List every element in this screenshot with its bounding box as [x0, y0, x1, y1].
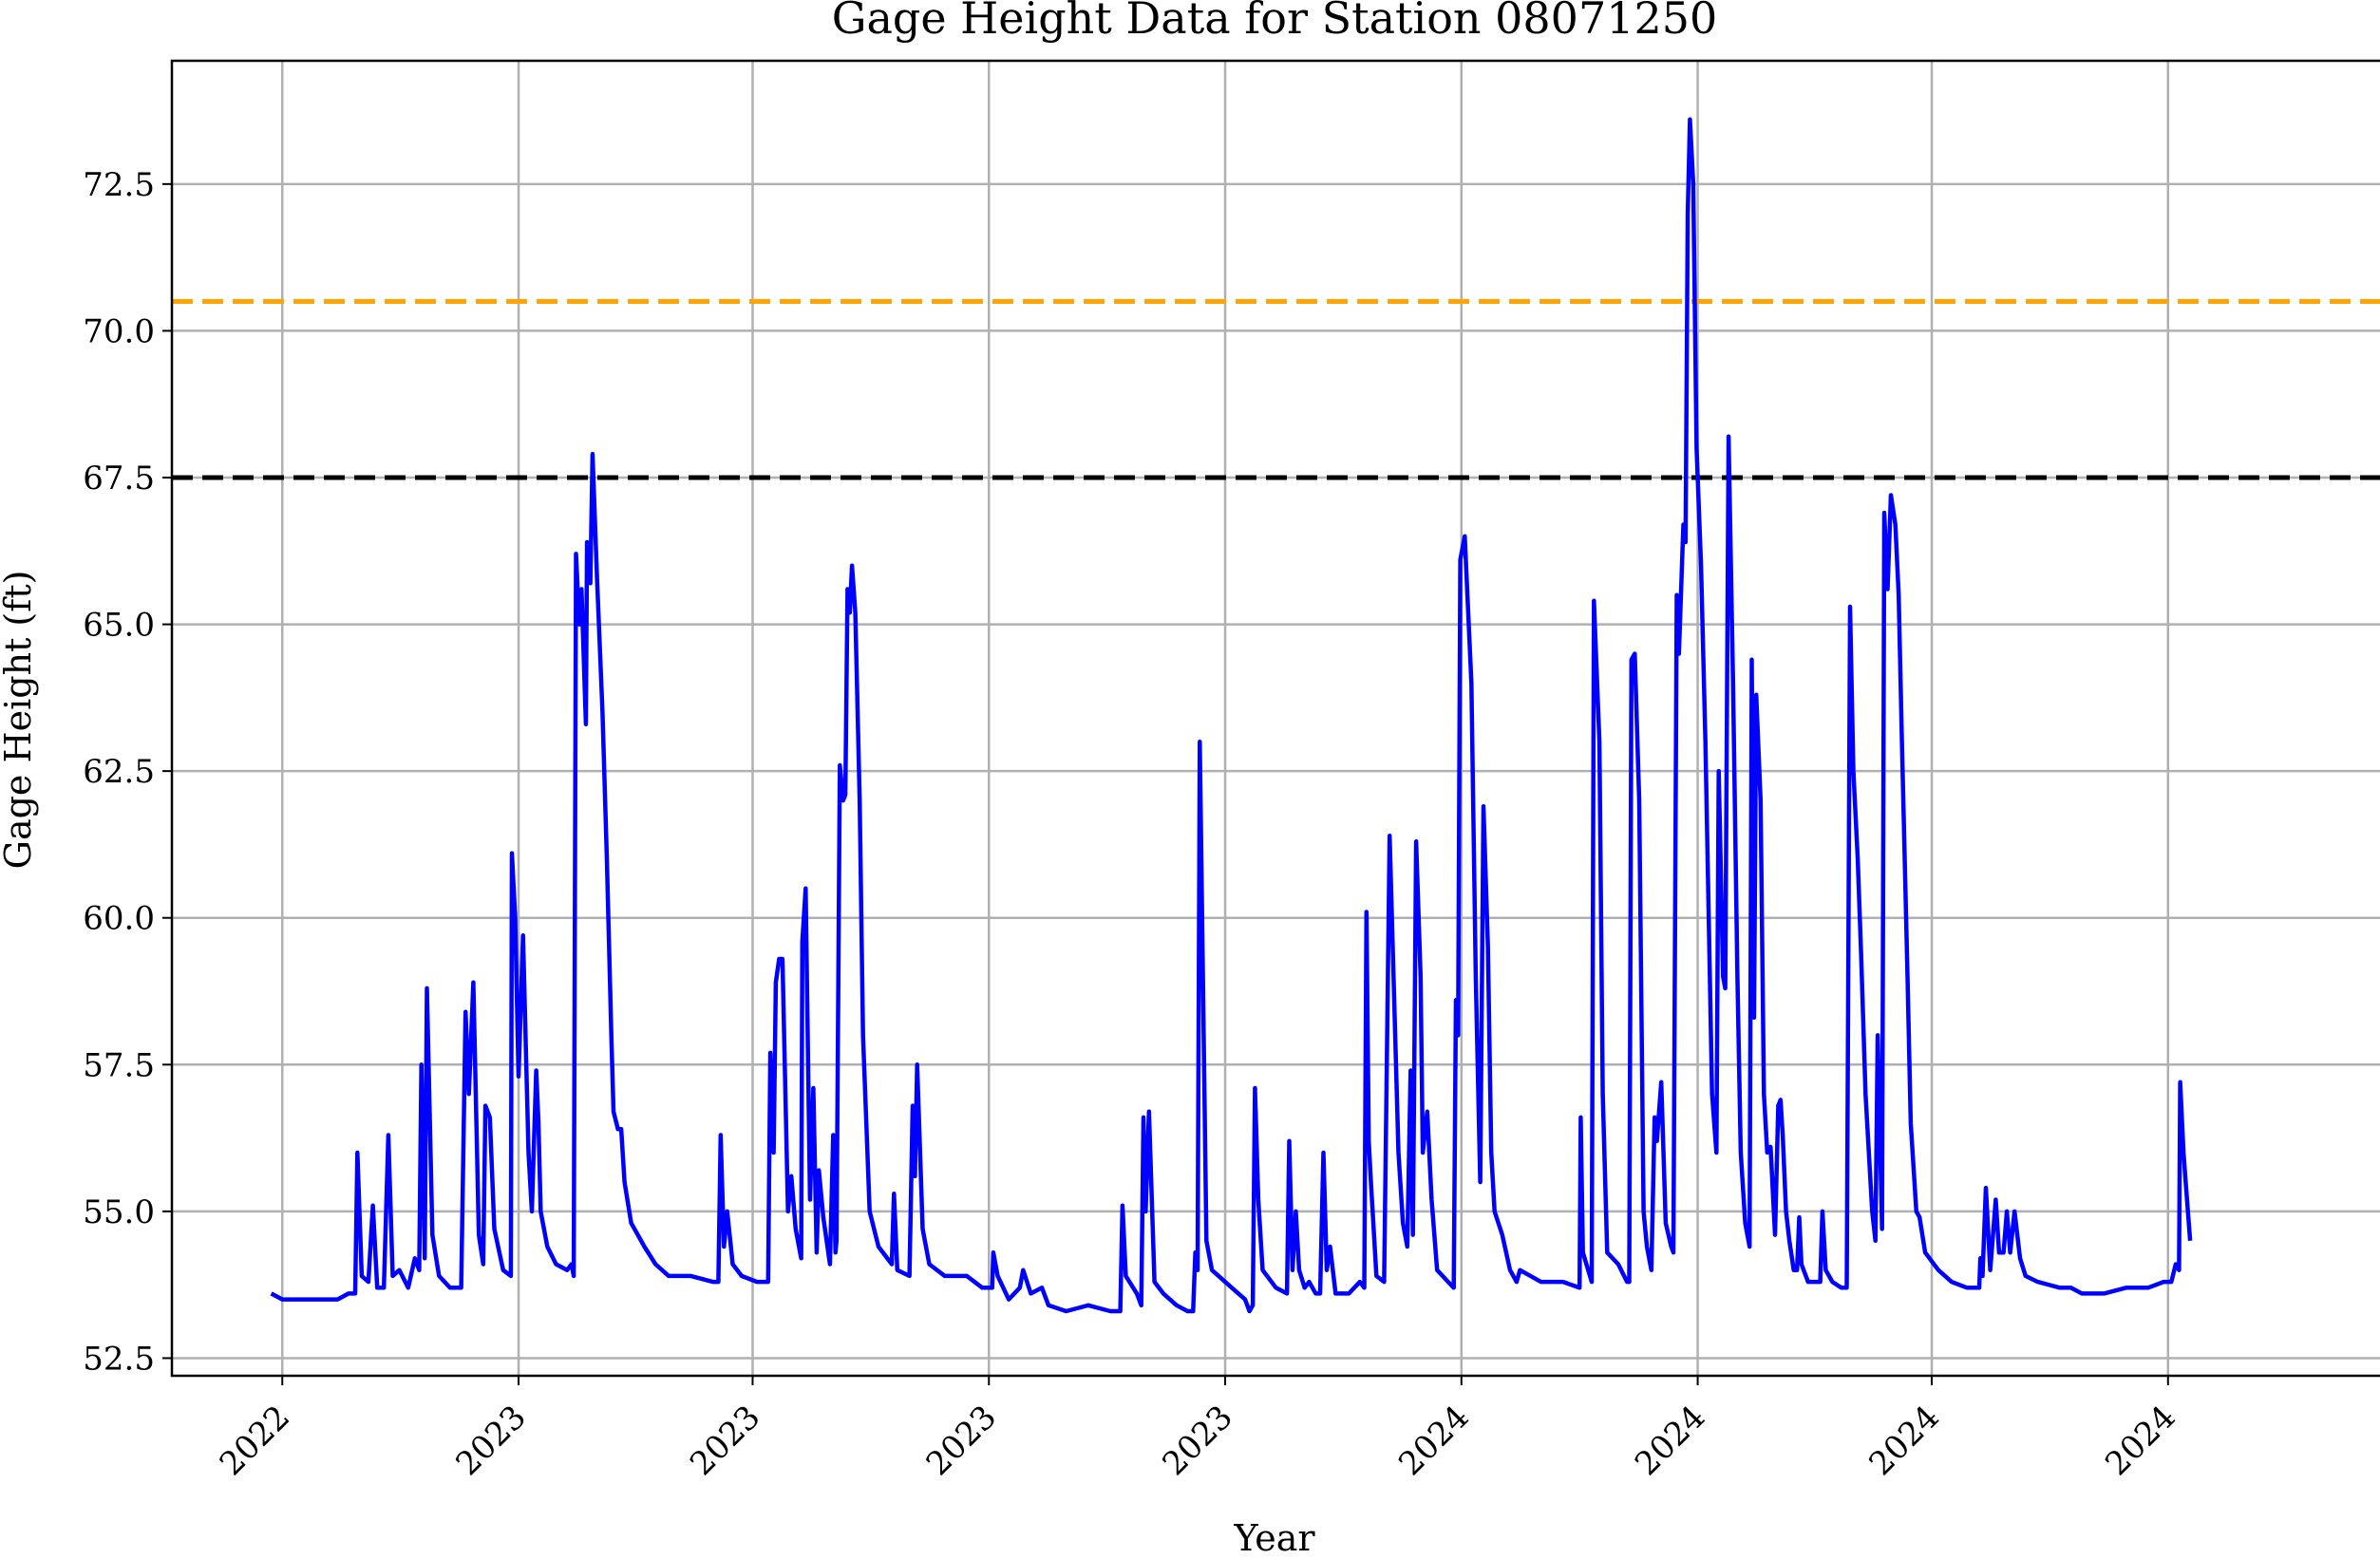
- x-tick-label: 2024: [1861, 1399, 1946, 1483]
- x-tick-label: 2023: [1155, 1399, 1239, 1483]
- x-tick-label: 2023: [683, 1399, 767, 1483]
- y-tick-label: 62.5: [83, 753, 155, 791]
- gage-height-series-line: [270, 117, 2193, 1314]
- x-axis-ticks: 2022 2023 2023 2023 2023 2024 2024 2024 2024: [213, 1376, 2183, 1483]
- grid-lines: [172, 61, 2380, 1376]
- x-axis-label: Year: [1233, 1517, 1315, 1559]
- y-tick-label: 57.5: [83, 1046, 155, 1084]
- y-tick-label: 52.5: [83, 1340, 155, 1378]
- y-tick-label: 55.0: [83, 1193, 155, 1231]
- y-tick-label: 72.5: [83, 166, 155, 204]
- y-axis-ticks: 52.5 55.0 57.5 60.0 62.5 65.0 67.5 70.0 72.5: [83, 166, 172, 1378]
- y-tick-label: 67.5: [83, 460, 155, 498]
- x-tick-label: 2022: [213, 1399, 297, 1483]
- y-axis-label: Gage Height (ft): [0, 571, 39, 870]
- series-layer: [270, 117, 2193, 1314]
- x-tick-label: 2023: [448, 1399, 533, 1483]
- plot-frame: [170, 59, 2380, 1378]
- y-tick-label: 70.0: [83, 312, 155, 350]
- x-tick-label: 2024: [1628, 1399, 1712, 1483]
- reference-lines: [172, 299, 2380, 480]
- x-tick-label: 2024: [1391, 1399, 1476, 1483]
- y-tick-label: 60.0: [83, 900, 155, 938]
- chart-title: Gage Height Data for Station 08071250: [832, 0, 1718, 44]
- x-tick-label: 2024: [2098, 1399, 2182, 1483]
- x-tick-label: 2023: [919, 1399, 1004, 1483]
- y-tick-label: 65.0: [83, 607, 155, 645]
